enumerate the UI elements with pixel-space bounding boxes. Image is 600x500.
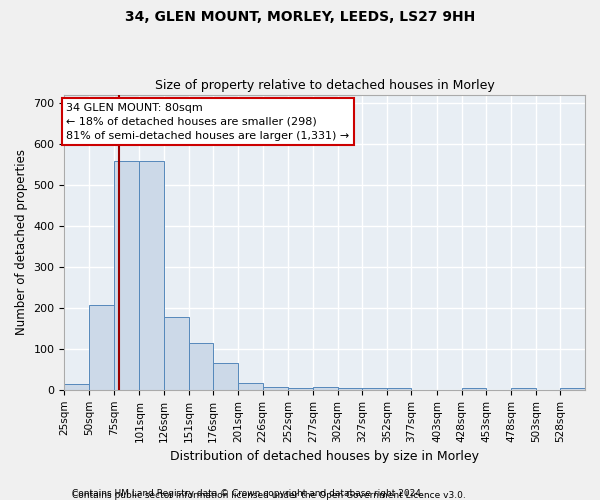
Bar xyxy=(114,162,139,390)
Bar xyxy=(238,382,263,390)
Bar xyxy=(64,384,89,390)
Bar xyxy=(313,386,338,390)
Bar xyxy=(338,388,362,390)
Bar xyxy=(263,386,288,390)
X-axis label: Distribution of detached houses by size in Morley: Distribution of detached houses by size … xyxy=(170,450,479,463)
Bar xyxy=(213,362,238,390)
Bar xyxy=(462,388,487,390)
Text: 34, GLEN MOUNT, MORLEY, LEEDS, LS27 9HH: 34, GLEN MOUNT, MORLEY, LEEDS, LS27 9HH xyxy=(125,10,475,24)
Bar xyxy=(511,388,536,390)
Text: Contains HM Land Registry data © Crown copyright and database right 2024.: Contains HM Land Registry data © Crown c… xyxy=(72,488,424,498)
Text: 34 GLEN MOUNT: 80sqm
← 18% of detached houses are smaller (298)
81% of semi-deta: 34 GLEN MOUNT: 80sqm ← 18% of detached h… xyxy=(67,103,350,141)
Bar xyxy=(89,305,114,390)
Bar xyxy=(362,388,387,390)
Bar xyxy=(387,388,412,390)
Y-axis label: Number of detached properties: Number of detached properties xyxy=(15,150,28,336)
Bar xyxy=(188,343,213,390)
Title: Size of property relative to detached houses in Morley: Size of property relative to detached ho… xyxy=(155,79,494,92)
Bar xyxy=(164,317,188,390)
Bar xyxy=(139,162,164,390)
Text: Contains public sector information licensed under the Open Government Licence v3: Contains public sector information licen… xyxy=(72,491,466,500)
Bar xyxy=(560,388,585,390)
Bar xyxy=(288,388,313,390)
